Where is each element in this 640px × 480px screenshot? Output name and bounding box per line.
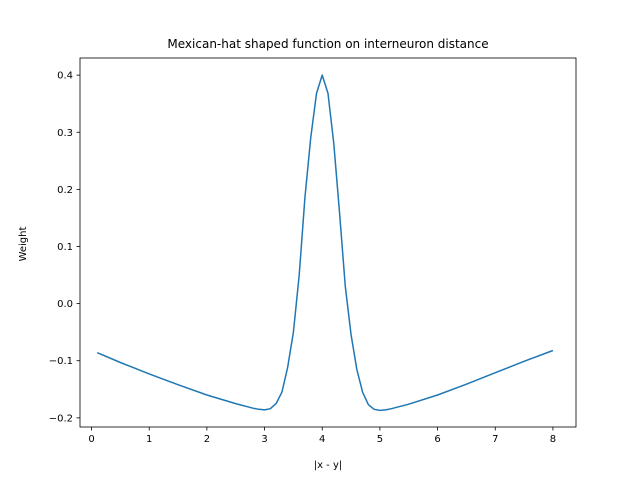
x-tick-label: 1 <box>146 434 152 445</box>
x-tick-label: 0 <box>88 434 94 445</box>
y-axis-label: Weight <box>18 227 29 262</box>
y-tick-label: 0.3 <box>57 128 73 139</box>
x-tick-label: 6 <box>434 434 440 445</box>
y-tick-label: −0.2 <box>49 413 73 424</box>
x-tick-label: 4 <box>319 434 325 445</box>
y-tick-label: 0.1 <box>57 242 73 253</box>
y-axis: −0.2 −0.1 0.0 0.1 0.2 0.3 0.4 <box>49 71 80 424</box>
x-tick-label: 3 <box>261 434 267 445</box>
chart-title: Mexican-hat shaped function on interneur… <box>167 37 488 51</box>
y-tick-label: 0.0 <box>57 299 73 310</box>
series-line-0 <box>97 74 554 412</box>
x-tick-label: 7 <box>492 434 498 445</box>
y-tick-label: −0.1 <box>49 356 73 367</box>
x-axis: 0 1 2 3 4 5 6 7 8 <box>88 427 556 445</box>
plot-area <box>79 57 577 428</box>
x-tick-label: 8 <box>550 434 556 445</box>
y-tick-label: 0.4 <box>57 71 73 82</box>
x-tick-label: 5 <box>377 434 383 445</box>
plot-frame <box>79 57 577 428</box>
y-tick-label: 0.2 <box>57 185 73 196</box>
x-axis-label: |x - y| <box>314 460 343 471</box>
x-tick-label: 2 <box>204 434 210 445</box>
